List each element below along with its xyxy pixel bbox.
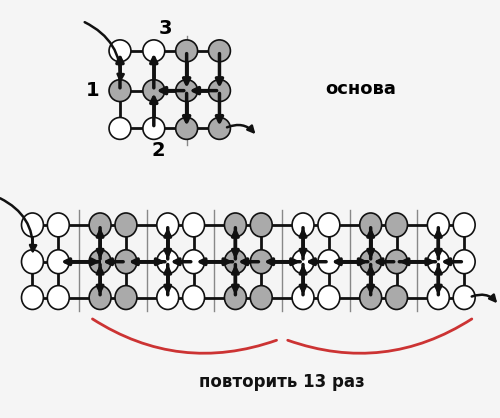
Ellipse shape (157, 213, 178, 237)
Text: повторить 13 раз: повторить 13 раз (200, 373, 365, 391)
Ellipse shape (22, 213, 44, 237)
Text: основа: основа (326, 80, 396, 98)
Ellipse shape (292, 285, 314, 309)
Ellipse shape (428, 285, 450, 309)
Ellipse shape (360, 285, 382, 309)
Ellipse shape (386, 285, 407, 309)
Ellipse shape (224, 213, 246, 237)
Ellipse shape (250, 213, 272, 237)
Text: 2: 2 (152, 141, 166, 160)
Ellipse shape (182, 285, 204, 309)
Ellipse shape (428, 213, 450, 237)
Ellipse shape (157, 285, 178, 309)
Ellipse shape (115, 250, 137, 274)
Ellipse shape (318, 213, 340, 237)
Ellipse shape (176, 40, 198, 62)
Ellipse shape (453, 285, 475, 309)
Ellipse shape (292, 250, 314, 274)
Ellipse shape (176, 80, 198, 102)
Ellipse shape (208, 40, 231, 62)
Ellipse shape (89, 285, 111, 309)
Ellipse shape (360, 250, 382, 274)
Ellipse shape (224, 285, 246, 309)
Ellipse shape (157, 250, 178, 274)
Ellipse shape (292, 213, 314, 237)
Ellipse shape (386, 250, 407, 274)
Ellipse shape (22, 250, 44, 274)
Ellipse shape (176, 117, 198, 139)
Ellipse shape (115, 213, 137, 237)
Ellipse shape (143, 80, 165, 102)
Ellipse shape (208, 117, 231, 139)
Text: 3: 3 (159, 20, 172, 38)
Text: 1: 1 (86, 81, 99, 100)
Ellipse shape (48, 285, 70, 309)
Ellipse shape (115, 285, 137, 309)
Ellipse shape (143, 40, 165, 62)
Ellipse shape (428, 250, 450, 274)
Ellipse shape (89, 250, 111, 274)
Ellipse shape (22, 285, 44, 309)
Ellipse shape (386, 213, 407, 237)
Ellipse shape (109, 40, 131, 62)
Ellipse shape (48, 250, 70, 274)
Ellipse shape (48, 213, 70, 237)
Ellipse shape (182, 250, 204, 274)
Ellipse shape (224, 250, 246, 274)
Ellipse shape (453, 250, 475, 274)
Ellipse shape (453, 213, 475, 237)
Ellipse shape (318, 285, 340, 309)
Ellipse shape (109, 80, 131, 102)
Ellipse shape (360, 213, 382, 237)
Ellipse shape (182, 213, 204, 237)
Ellipse shape (250, 250, 272, 274)
Ellipse shape (109, 117, 131, 139)
Ellipse shape (143, 117, 165, 139)
Ellipse shape (89, 213, 111, 237)
Ellipse shape (208, 80, 231, 102)
Ellipse shape (318, 250, 340, 274)
Ellipse shape (250, 285, 272, 309)
